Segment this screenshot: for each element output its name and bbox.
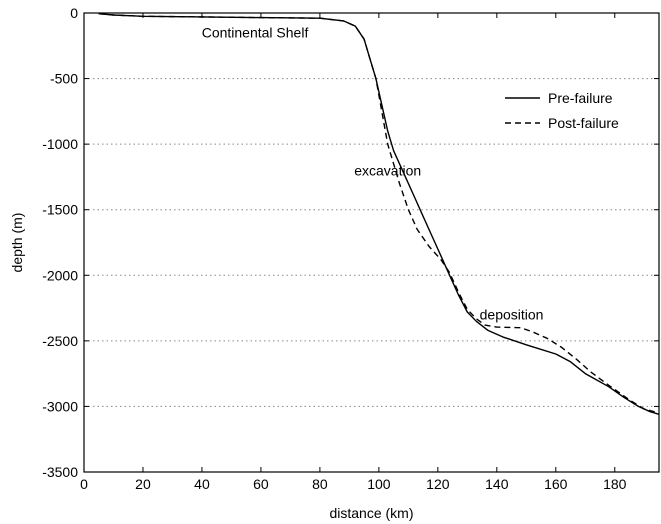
plot-frame (83, 12, 660, 473)
series-line-post-failure (98, 13, 660, 414)
x-tick-label: 80 (312, 476, 328, 492)
x-tick-label: 120 (426, 476, 450, 492)
y-tick-label: -2500 (42, 333, 78, 349)
gridlines (84, 78, 659, 407)
x-axis-label: distance (km) (329, 505, 413, 521)
y-tick-label: 0 (70, 5, 78, 21)
legend: Pre-failure Post-failure (505, 90, 619, 131)
x-tick-label: 20 (135, 476, 151, 492)
x-tick-label: 40 (194, 476, 210, 492)
x-tick-label: 60 (253, 476, 269, 492)
x-tick-label: 0 (80, 476, 88, 492)
annotation: Continental Shelf (202, 25, 309, 41)
y-tick-label: -1500 (42, 202, 78, 218)
y-tick-label: -1000 (42, 136, 78, 152)
y-tick-label: -3500 (42, 464, 78, 480)
y-tick-label: -2000 (42, 267, 78, 283)
legend-label-post-failure: Post-failure (548, 115, 619, 131)
annotation: deposition (480, 307, 544, 323)
series-layer (98, 13, 660, 415)
y-axis-label: depth (m) (9, 213, 25, 273)
y-tick-label: -3000 (42, 398, 78, 414)
x-tick-label: 160 (544, 476, 568, 492)
x-tick-label: 100 (367, 476, 391, 492)
axis-ticks: 0 20 40 60 80 100 120 140 160 180 0 -500 -1000 -1500 -… (42, 5, 659, 492)
annotations: Continental Shelf excavation deposition (202, 25, 544, 323)
x-tick-label: 140 (485, 476, 509, 492)
legend-label-pre-failure: Pre-failure (548, 90, 613, 106)
x-tick-label: 180 (603, 476, 627, 492)
annotation: excavation (354, 162, 421, 178)
y-tick-label: -500 (50, 71, 78, 87)
series-line-pre-failure (98, 13, 660, 415)
